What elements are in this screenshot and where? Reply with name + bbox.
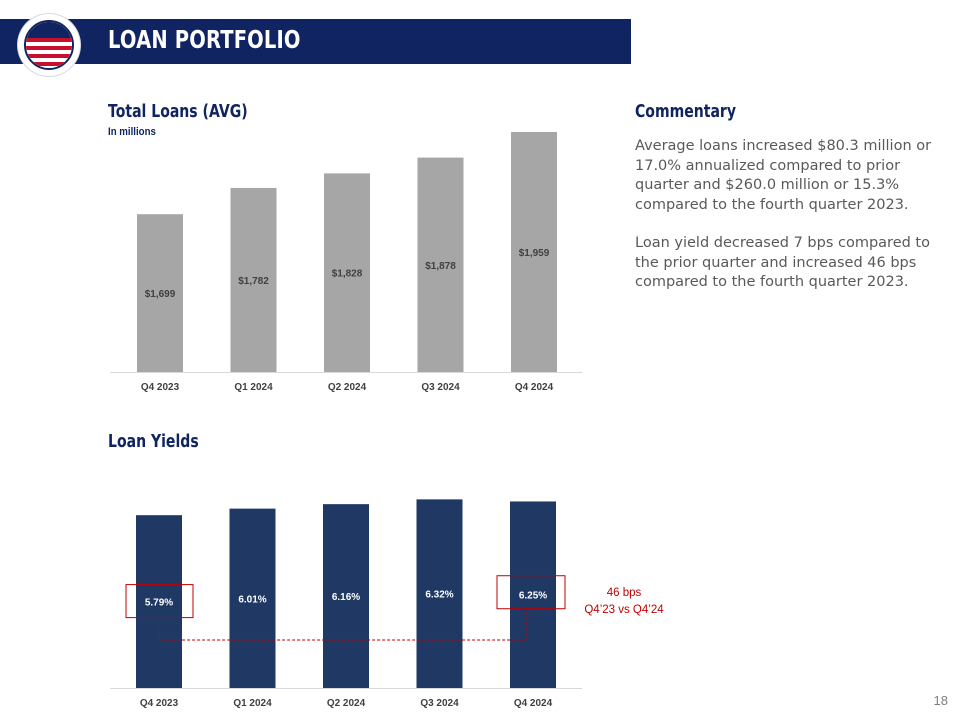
bar-value-label: $1,782 <box>238 276 269 287</box>
bar-value-label: $1,878 <box>425 261 456 272</box>
total-loans-subtitle: In millions <box>108 126 156 138</box>
bar-value-label: 6.25% <box>519 591 547 602</box>
bar-value-label: 6.16% <box>332 592 360 603</box>
bar-value-label: 6.01% <box>238 594 266 605</box>
loan-yields-chart: 5.79% Q4 2023 6.01% Q1 2024 6.16% Q2 2024 6.32… <box>110 499 664 709</box>
bar-value-label: 6.32% <box>425 590 453 601</box>
total-loans-chart: $1,699 Q4 2023 $1,782 Q1 2024 $1,828 Q2 2024 $… <box>110 131 582 393</box>
bar-q2-2024 <box>323 504 369 688</box>
x-tick-label: Q3 2024 <box>421 382 460 393</box>
x-tick-label: Q1 2024 <box>233 698 272 709</box>
bar-q4-2023 <box>136 515 182 688</box>
commentary-paragraph-2: Loan yield decreased 7 bps compared to t… <box>635 235 930 290</box>
bar-q1-2024 <box>230 187 277 372</box>
bar-q4-2024 <box>510 501 556 688</box>
annotation-line-2: Q4’23 vs Q4’24 <box>584 604 664 616</box>
bar-q1-2024 <box>229 508 276 688</box>
bar-q4-2024 <box>511 131 557 372</box>
x-tick-label: Q4 2024 <box>515 382 554 393</box>
page-title: LOAN PORTFOLIO <box>108 25 301 54</box>
commentary-body: Average loans increased $80.3 million or… <box>635 137 953 312</box>
x-tick-label: Q4 2023 <box>141 382 180 393</box>
bar-value-label: $1,699 <box>145 289 176 300</box>
x-tick-label: Q4 2023 <box>140 698 179 709</box>
bar-value-label: 5.79% <box>145 598 173 609</box>
bar-q3-2024 <box>416 499 463 688</box>
x-tick-label: Q1 2024 <box>234 382 273 393</box>
commentary-title: Commentary <box>635 101 736 122</box>
x-tick-label: Q2 2024 <box>328 382 367 393</box>
loan-yields-title: Loan Yields <box>108 431 199 452</box>
total-loans-title: Total Loans (AVG) <box>108 101 248 122</box>
bar-value-label: $1,959 <box>519 248 550 259</box>
callout-box-q4-2024 <box>496 575 566 610</box>
x-tick-label: Q2 2024 <box>327 698 366 709</box>
commentary-paragraph-1: Average loans increased $80.3 million or… <box>635 138 932 213</box>
x-tick-label: Q4 2024 <box>514 698 553 709</box>
page-number: 18 <box>933 693 948 708</box>
header-bar <box>0 19 631 64</box>
x-tick-label: Q3 2024 <box>420 698 459 709</box>
annotation-line-1: 46 bps <box>607 587 642 599</box>
bar-q2-2024 <box>324 173 370 372</box>
bar-value-label: $1,828 <box>332 269 363 280</box>
flag-globe-logo <box>18 14 80 76</box>
bar-q4-2023 <box>137 214 183 372</box>
callout-connector <box>159 608 528 641</box>
bar-q3-2024 <box>417 157 464 372</box>
